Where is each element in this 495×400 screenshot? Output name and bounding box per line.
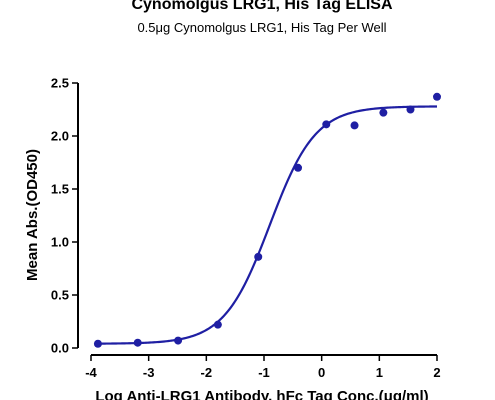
data-point [406, 105, 415, 114]
data-point [294, 163, 303, 172]
data-point [213, 320, 222, 329]
y-tick-label: 2.0 [51, 129, 69, 144]
y-tick-label: 0.5 [51, 288, 69, 303]
x-axis-label: Log Anti-LRG1 Antibody, hFc Tag Conc.(μg… [95, 388, 428, 400]
x-tick-label: 0 [318, 365, 325, 380]
chart-subtitle: 0.5μg Cynomolgus LRG1, His Tag Per Well [137, 20, 386, 35]
data-point [174, 336, 183, 345]
chart-title: Cynomolgus LRG1, His Tag ELISA [131, 0, 393, 13]
fit-curve [97, 105, 438, 345]
x-tick-label: 2 [433, 365, 440, 380]
x-tick-label: 1 [376, 365, 383, 380]
data-point [254, 252, 263, 261]
data-point [350, 121, 359, 130]
plot-area: 0.0 0.5 1.0 1.5 2.0 2.5 -4 -3 -2 -1 0 1 2 [51, 76, 441, 380]
x-tick-label: -2 [201, 365, 213, 380]
data-point [322, 120, 331, 129]
y-tick-label: 1.5 [51, 182, 69, 197]
x-tick-label: -3 [143, 365, 155, 380]
data-point [433, 92, 441, 101]
data-point [93, 339, 102, 348]
x-tick-label: -1 [258, 365, 270, 380]
y-tick-label: 2.5 [51, 76, 69, 91]
y-tick-label: 0.0 [51, 341, 69, 356]
x-tick-label: -4 [85, 365, 97, 380]
y-tick-label: 1.0 [51, 235, 69, 250]
y-axis-label: Mean Abs.(OD450) [24, 149, 41, 281]
data-point [133, 338, 142, 347]
data-point [379, 108, 388, 117]
